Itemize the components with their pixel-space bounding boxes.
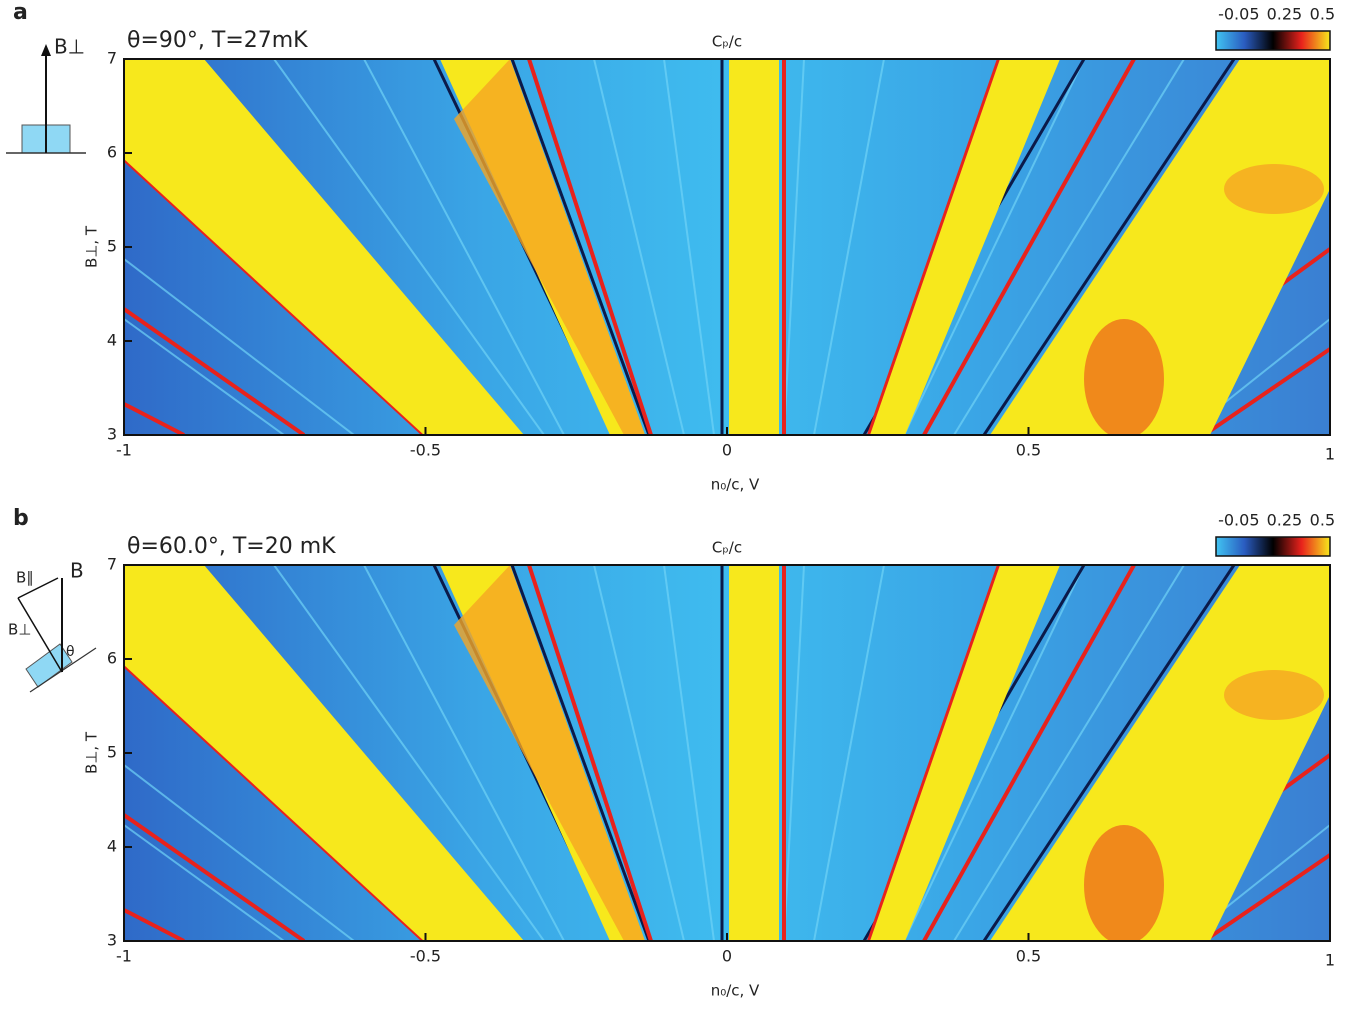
colorbar-tick-label: 0.5 (1310, 511, 1335, 530)
panel-label: a (13, 0, 28, 25)
x-tick-label: -1 (116, 441, 132, 460)
colorbar-tick-label: 0.5 (1310, 5, 1335, 24)
colorbar-tick-label: 0.25 (1267, 5, 1303, 24)
chart-title: θ=90°, T=27mK (127, 28, 308, 53)
panel: b θ=60.0°, T=20 mK Cₚ/c -0.05 0.25 0.5 -1 -0.5 0… (8, 506, 1335, 1000)
figure: a θ=90°, T=27mK Cₚ/c -0.05 0.25 0.5 -1 -0.5 0 0.5… (0, 0, 1362, 1007)
inset-label: B⊥ (54, 35, 85, 59)
colorbar-label: Cₚ/c (712, 33, 742, 51)
colorbar-tick-label: -0.05 (1218, 5, 1259, 24)
y-axis-label: B⊥, T (83, 731, 101, 774)
heatmap-image (124, 565, 1330, 945)
y-tick-label: 5 (107, 237, 117, 256)
y-tick-label: 6 (107, 143, 117, 162)
x-tick-label: 0 (722, 441, 732, 460)
x-tick-label: -0.5 (410, 947, 441, 966)
colorbar-tick-label: -0.05 (1218, 511, 1259, 530)
x-tick-label: -1 (116, 947, 132, 966)
colorbar-tick-label: 0.25 (1267, 511, 1303, 530)
x-tick-label: 0.5 (1016, 947, 1041, 966)
x-tick-label: -0.5 (410, 441, 441, 460)
x-tick-label: 0.5 (1016, 441, 1041, 460)
x-axis-label: n₀/c, V (711, 476, 760, 494)
inset-label: θ (66, 644, 75, 660)
inset-label: B⊥ (8, 621, 31, 639)
y-tick-label: 7 (107, 49, 117, 68)
y-tick-label: 4 (107, 837, 117, 856)
x-tick-label: 0 (722, 947, 732, 966)
inset-label: B (70, 559, 84, 583)
y-tick-label: 4 (107, 331, 117, 350)
y-tick-label: 3 (107, 425, 117, 444)
colorbar-label: Cₚ/c (712, 539, 742, 557)
y-tick-label: 7 (107, 555, 117, 574)
chart-title: θ=60.0°, T=20 mK (127, 534, 336, 559)
panel-label: b (13, 506, 29, 531)
x-tick-label: 1 (1325, 951, 1335, 970)
x-axis-label: n₀/c, V (711, 982, 760, 1000)
heatmap-image (124, 59, 1330, 439)
inset-arrowhead (41, 44, 51, 56)
x-tick-label: 1 (1325, 445, 1335, 464)
y-tick-label: 5 (107, 743, 117, 762)
panel: a θ=90°, T=27mK Cₚ/c -0.05 0.25 0.5 -1 -0.5 0 0.5… (6, 0, 1335, 494)
y-tick-label: 6 (107, 649, 117, 668)
y-tick-label: 3 (107, 931, 117, 950)
y-axis-label: B⊥, T (83, 225, 101, 268)
colorbar (1216, 537, 1330, 556)
inset-label: B∥ (16, 569, 34, 587)
colorbar (1216, 31, 1330, 50)
